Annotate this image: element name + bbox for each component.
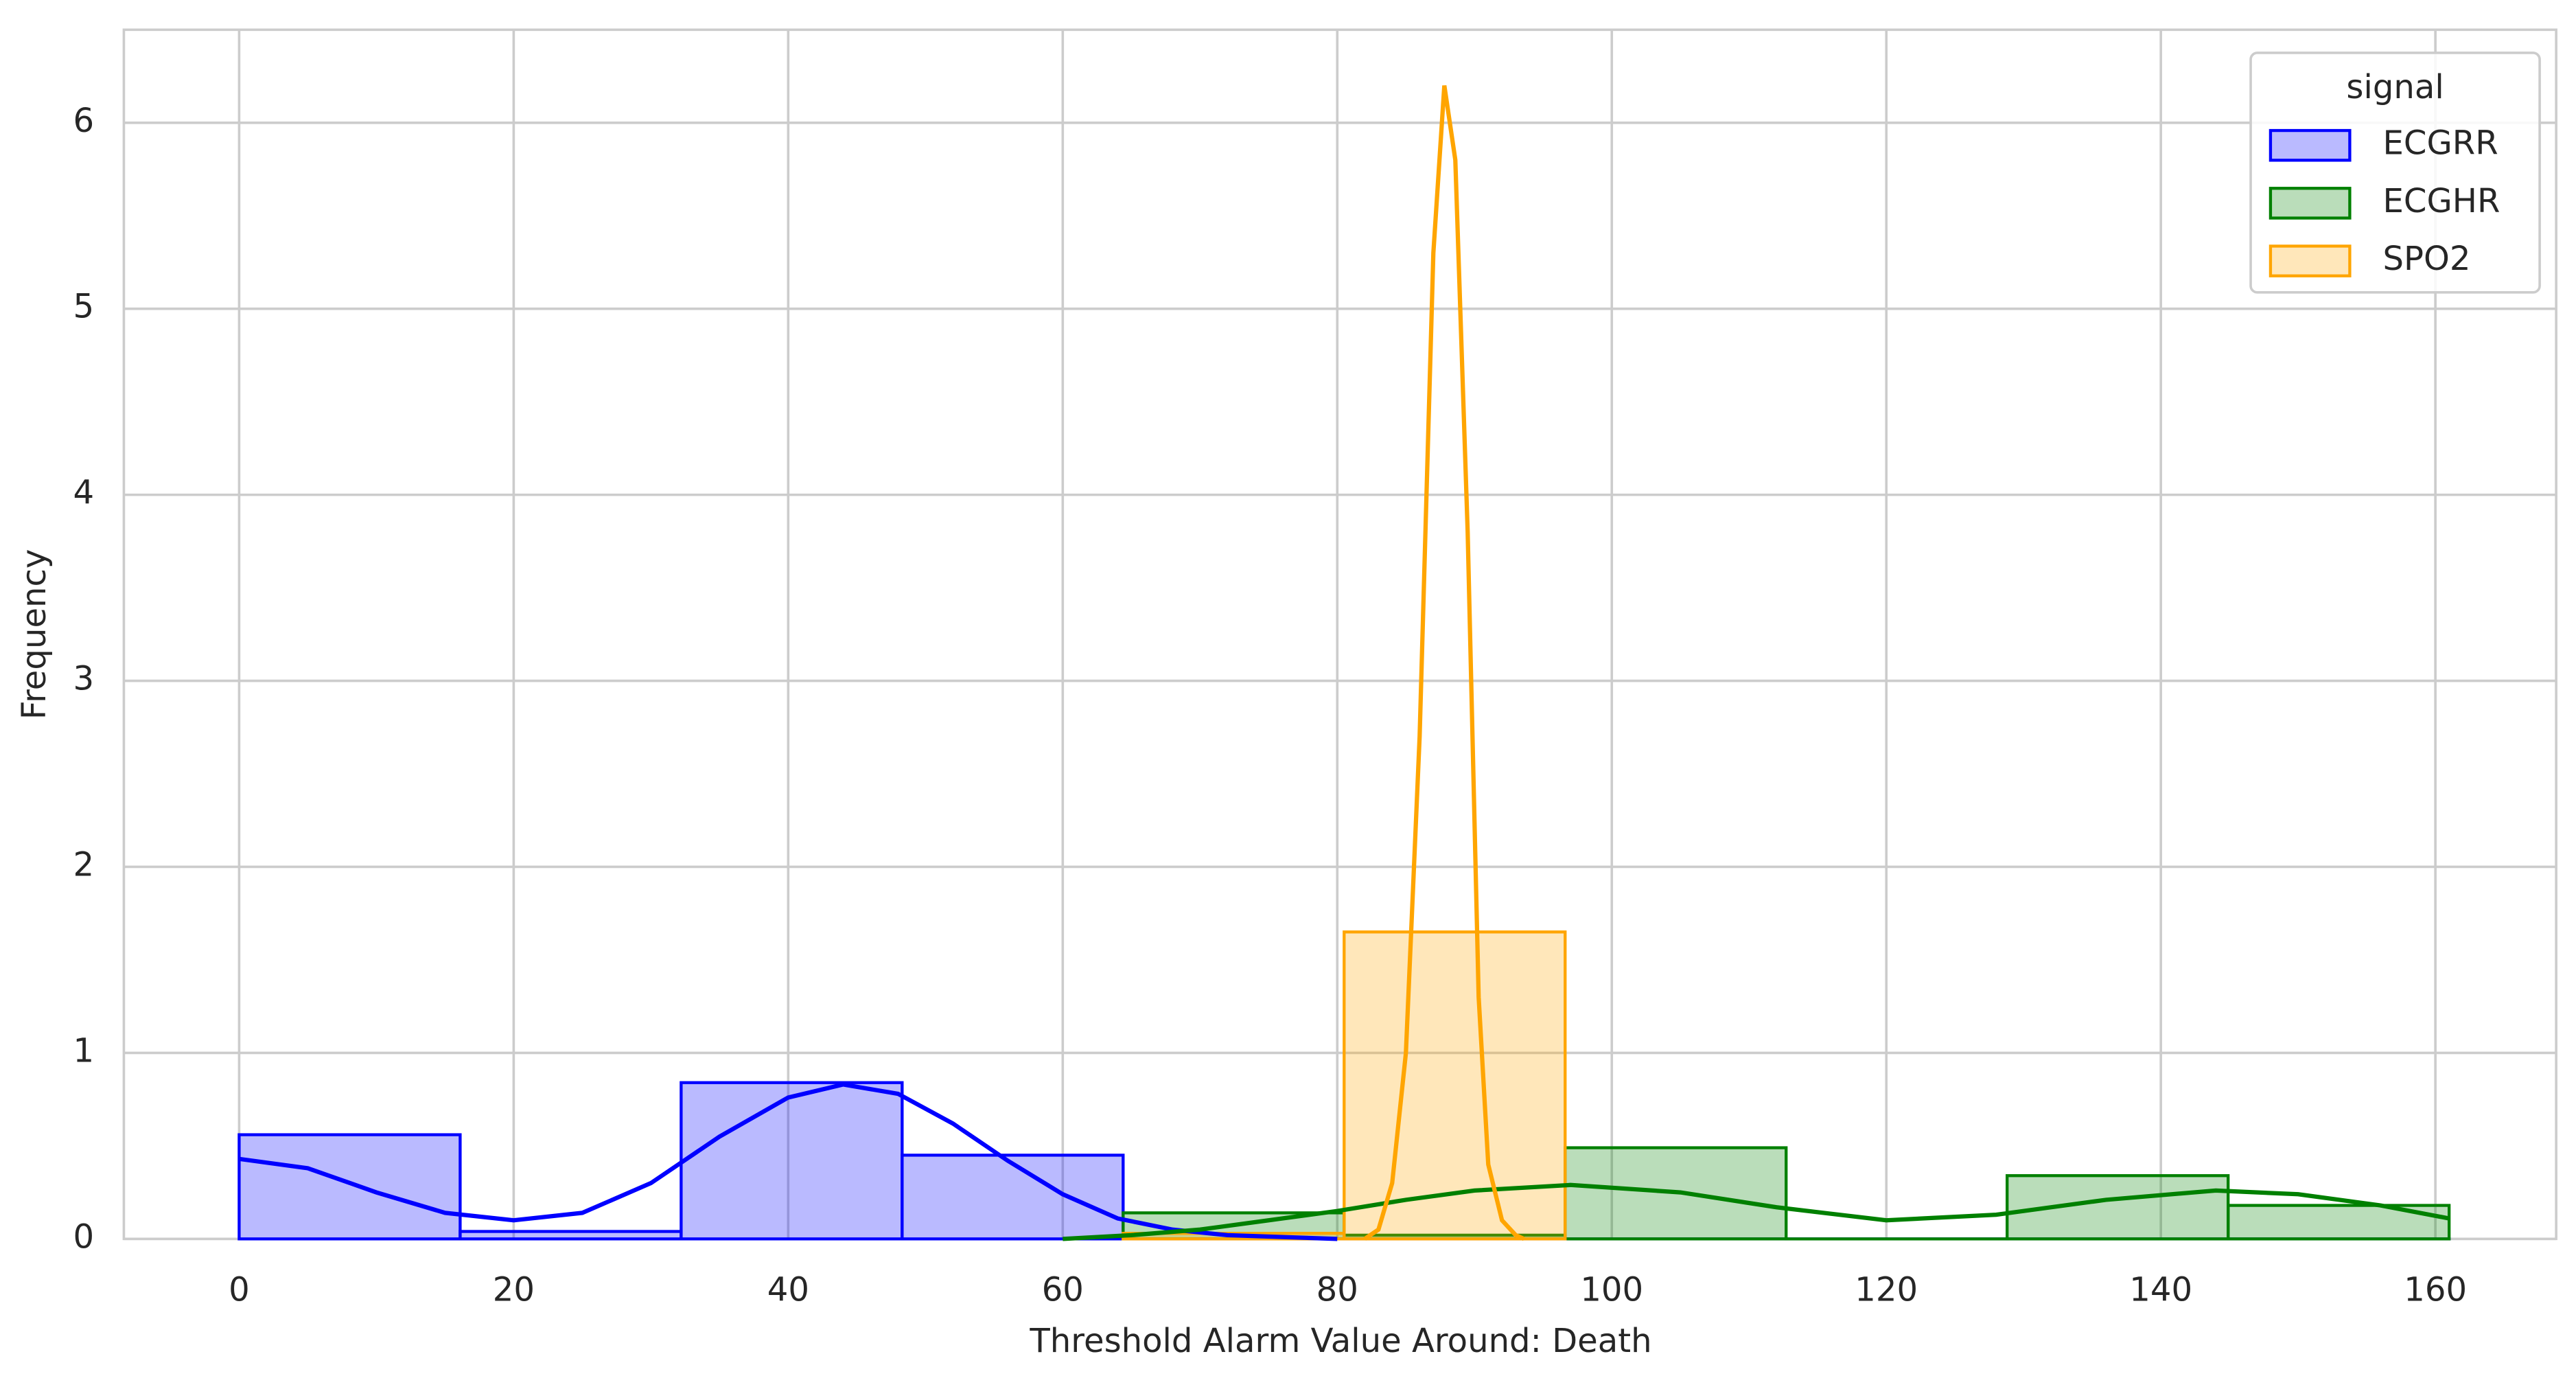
y-tick-label: 5 xyxy=(73,288,95,326)
legend-label: SPO2 xyxy=(2383,240,2471,278)
y-tick-label: 2 xyxy=(73,845,95,884)
kde-line xyxy=(1063,1182,2450,1241)
kde-line xyxy=(239,1082,1338,1241)
y-tick-label: 3 xyxy=(73,660,95,698)
x-tick-label: 40 xyxy=(767,1270,809,1309)
bar xyxy=(237,1133,462,1241)
legend-swatch xyxy=(2268,128,2352,162)
x-axis-title: Threshold Alarm Value Around: Death xyxy=(1029,1322,1651,1360)
legend-swatch xyxy=(2268,187,2352,220)
legend-title: signal xyxy=(2346,68,2444,106)
y-tick-label: 1 xyxy=(73,1031,95,1070)
bar xyxy=(680,1081,904,1241)
legend-label: ECGRR xyxy=(2383,124,2498,163)
x-tick-label: 100 xyxy=(1580,1270,1643,1309)
x-tick-label: 0 xyxy=(229,1270,250,1309)
kde-line xyxy=(1363,85,1525,1241)
x-tick-label: 120 xyxy=(1855,1270,1918,1309)
legend-swatch xyxy=(2268,244,2352,277)
y-tick-label: 6 xyxy=(73,102,95,140)
x-tick-label: 140 xyxy=(2129,1270,2192,1309)
x-tick-label: 20 xyxy=(493,1270,535,1309)
x-tick-label: 160 xyxy=(2404,1270,2467,1309)
legend-box xyxy=(2249,51,2541,294)
y-tick-label: 4 xyxy=(73,474,95,512)
bar xyxy=(459,1230,683,1241)
x-tick-label: 80 xyxy=(1316,1270,1358,1309)
x-tick-label: 60 xyxy=(1042,1270,1084,1309)
y-tick-label: 0 xyxy=(73,1217,95,1256)
plot-area xyxy=(122,28,2557,1241)
y-axis-title: Frequency xyxy=(15,549,54,720)
legend-label: ECGHR xyxy=(2383,182,2500,220)
bar xyxy=(901,1154,1125,1241)
